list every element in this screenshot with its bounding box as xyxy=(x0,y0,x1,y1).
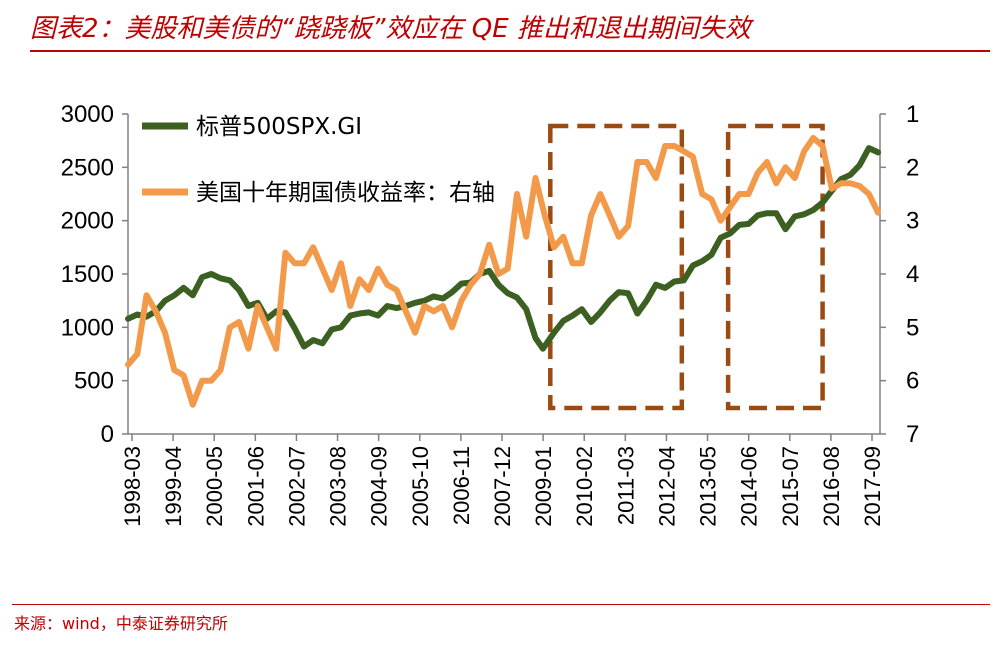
series-line-treasury-yield xyxy=(125,135,882,408)
y-left-tick-label: 0 xyxy=(101,421,114,448)
qe-period-box-1 xyxy=(548,123,685,411)
y-left-tick-label: 2500 xyxy=(61,154,114,181)
x-tick-label: 2016-08 xyxy=(819,446,844,527)
y-left-tick-label: 2000 xyxy=(61,208,114,235)
y-left-tick-label: 3000 xyxy=(61,101,114,128)
dual-axis-line-chart: 0 500 1000 1500 2000 2500 3000 1 2 3 4 5 6 7 1998-03 19… xyxy=(61,101,920,527)
x-tick-label: 2011-03 xyxy=(613,446,638,525)
x-tick-label: 2007-12 xyxy=(490,446,515,527)
x-tick-label: 2012-04 xyxy=(654,446,679,527)
qe-period-box-2 xyxy=(725,123,825,411)
x-tick-label: 2013-05 xyxy=(696,446,721,527)
x-tick-label: 1999-04 xyxy=(161,446,186,527)
y-left-tick-label: 1500 xyxy=(61,261,114,288)
y-left-tick-label: 1000 xyxy=(61,314,114,341)
y-right-tick-label: 7 xyxy=(906,421,919,448)
x-tick-label: 2000-05 xyxy=(202,446,227,527)
y-right-tick-label: 3 xyxy=(906,208,919,235)
legend-label-spx: 标普500SPX.GI xyxy=(196,114,362,140)
x-tick-label: 2015-07 xyxy=(778,446,803,527)
x-tick-label: 2010-02 xyxy=(572,446,597,527)
x-tick-label: 1998-03 xyxy=(120,446,145,527)
title-underline xyxy=(30,50,990,52)
x-tick-label: 2001-06 xyxy=(243,446,268,527)
y-right-tick-label: 4 xyxy=(906,261,919,288)
x-tick-label: 2014-06 xyxy=(737,446,762,527)
x-tick-label: 2003-08 xyxy=(326,446,351,527)
x-tick-label: 2004-09 xyxy=(367,446,392,527)
annotation-boxes xyxy=(548,123,825,411)
x-tick-label: 2006-11 xyxy=(449,446,474,525)
x-tick-label: 2002-07 xyxy=(284,446,309,527)
x-tick-label: 2017-09 xyxy=(860,446,885,527)
y-right-tick-label: 5 xyxy=(906,314,919,341)
series-lines xyxy=(125,135,882,408)
series-line-spx xyxy=(125,145,882,352)
x-tick-label: 2009-01 xyxy=(531,446,556,527)
figure-title: 图表2：美股和美债的“跷跷板”效应在 QE 推出和退出期间失效 xyxy=(30,14,751,44)
y-right-tick-label: 6 xyxy=(906,368,919,395)
y-left-tick-label: 500 xyxy=(74,368,114,395)
y-right-tick-label: 2 xyxy=(906,154,919,181)
source-note: 来源：wind，中泰证券研究所 xyxy=(14,614,228,633)
x-tick-label: 2005-10 xyxy=(408,446,433,527)
legend-label-treasury-yield: 美国十年期国债收益率：右轴 xyxy=(196,180,495,206)
source-divider xyxy=(12,604,990,605)
y-right-tick-label: 1 xyxy=(906,101,919,128)
axes: 0 500 1000 1500 2000 2500 3000 1 2 3 4 5 6 7 1998-03 19… xyxy=(61,101,920,527)
legend: 标普500SPX.GI 美国十年期国债收益率：右轴 xyxy=(142,114,495,206)
